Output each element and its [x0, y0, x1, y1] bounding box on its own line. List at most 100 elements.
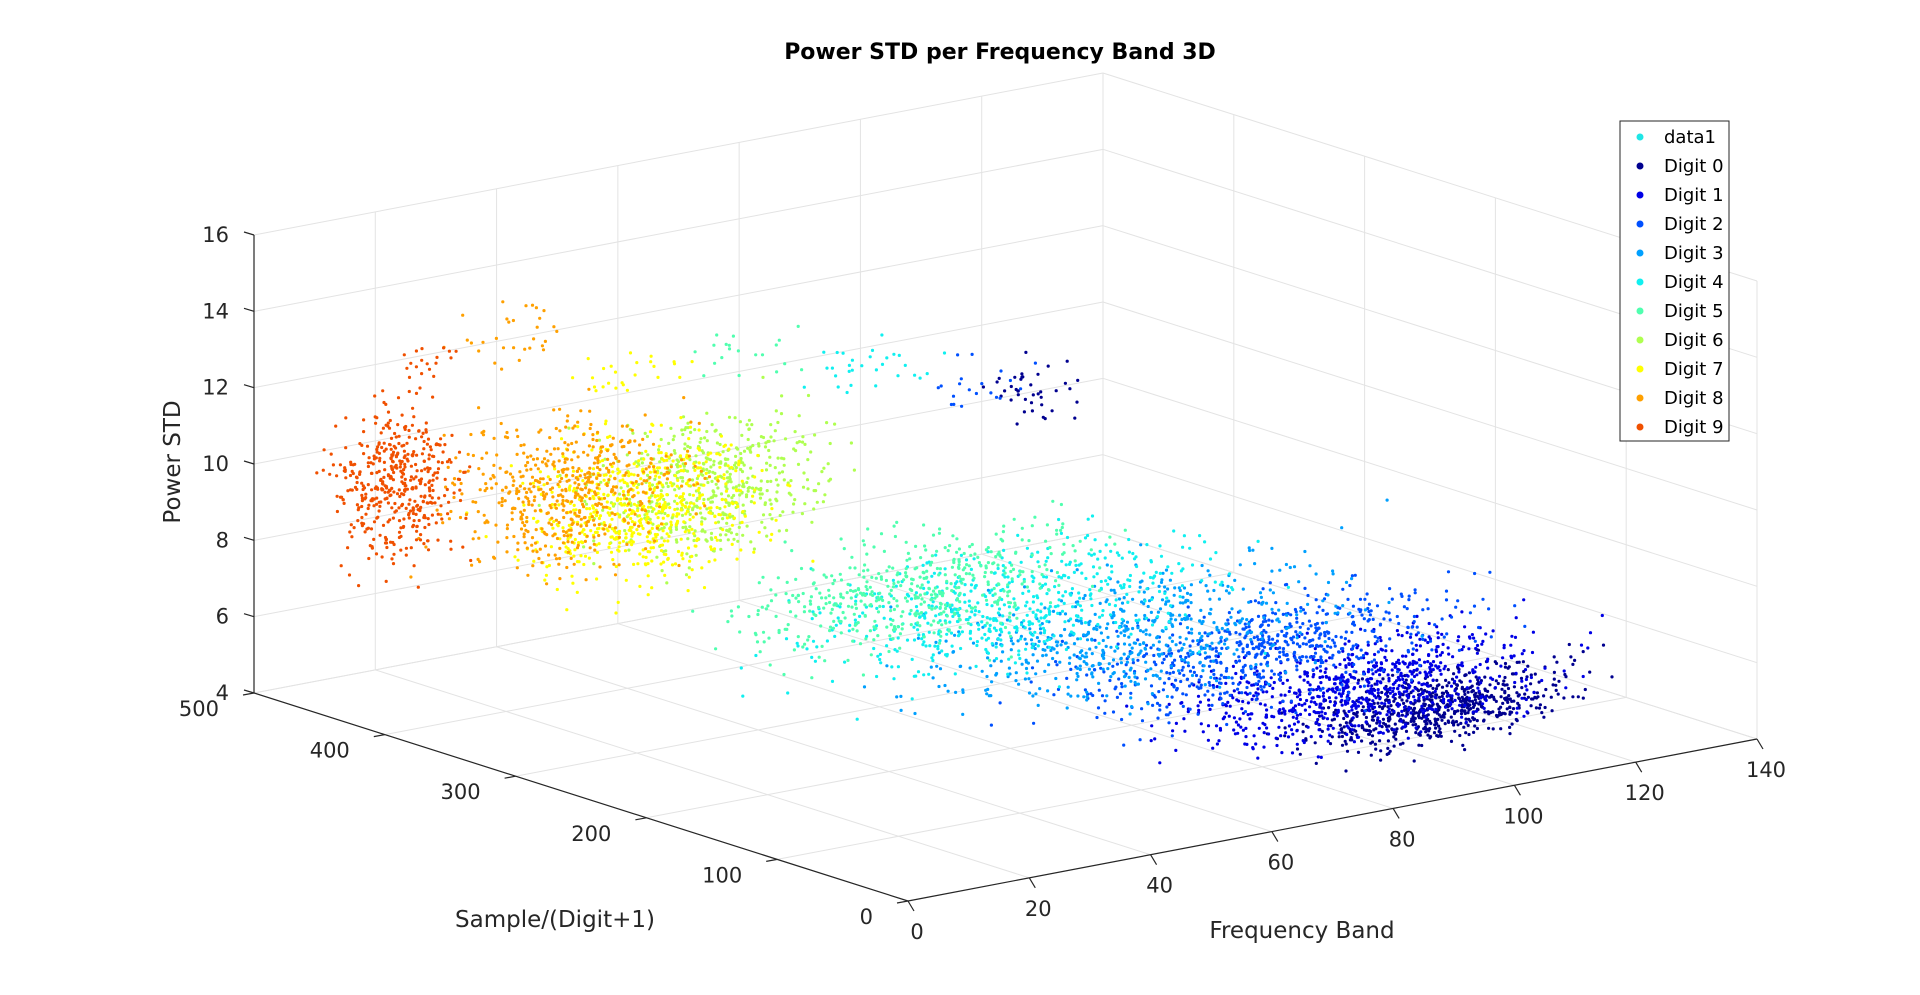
data-point — [993, 592, 997, 596]
data-point — [1001, 539, 1005, 543]
data-point — [1206, 632, 1210, 636]
data-point — [1104, 579, 1108, 583]
data-point — [1030, 524, 1034, 528]
data-point — [935, 549, 939, 553]
data-point — [567, 523, 571, 528]
data-point — [960, 404, 964, 408]
data-point — [930, 560, 934, 564]
data-point — [1287, 689, 1291, 694]
data-point — [1378, 673, 1382, 677]
data-point — [688, 512, 692, 517]
data-point — [1129, 691, 1133, 695]
data-point — [994, 532, 998, 536]
data-point — [1330, 735, 1334, 739]
data-point — [988, 629, 992, 634]
data-point — [807, 635, 811, 639]
data-point — [913, 711, 917, 716]
data-point — [747, 418, 752, 422]
data-point — [1203, 683, 1207, 687]
data-point — [729, 609, 734, 613]
data-point — [648, 470, 653, 474]
data-point — [700, 516, 704, 520]
data-point — [884, 578, 889, 583]
data-point — [1508, 697, 1512, 701]
data-point — [690, 554, 694, 559]
data-point — [1097, 688, 1101, 692]
data-point — [957, 560, 961, 564]
data-point — [1315, 629, 1319, 633]
data-point — [1372, 629, 1376, 634]
data-point — [1259, 684, 1263, 689]
data-point — [1404, 722, 1408, 726]
data-point — [1306, 627, 1310, 631]
data-point — [861, 673, 866, 677]
data-point — [1354, 706, 1358, 710]
data-point — [1338, 688, 1342, 692]
data-point — [1368, 613, 1372, 617]
data-point — [1501, 656, 1505, 660]
data-point — [1236, 723, 1240, 727]
data-point — [1017, 682, 1021, 686]
data-point — [1471, 716, 1475, 720]
data-point — [1037, 619, 1041, 623]
data-point — [1140, 707, 1144, 711]
data-point — [928, 563, 933, 567]
data-point — [665, 581, 669, 585]
data-point — [974, 391, 979, 396]
data-point — [1072, 570, 1076, 575]
data-point — [1035, 636, 1039, 640]
data-point — [1255, 669, 1259, 673]
data-point — [1400, 594, 1404, 599]
data-point — [680, 428, 684, 432]
data-point — [1262, 731, 1266, 735]
data-point — [769, 423, 773, 427]
data-point — [1308, 705, 1312, 709]
data-point — [742, 485, 746, 489]
data-point — [939, 612, 943, 616]
data-point — [1023, 397, 1027, 401]
data-point — [1395, 614, 1399, 619]
data-point — [1220, 646, 1224, 651]
data-point — [902, 578, 906, 582]
data-point — [753, 631, 758, 635]
data-point — [1231, 664, 1235, 669]
data-point — [1189, 601, 1193, 605]
data-point — [1215, 679, 1219, 683]
data-point — [648, 430, 653, 434]
data-point — [1314, 598, 1318, 602]
data-point — [1105, 626, 1109, 631]
data-point — [1090, 553, 1094, 557]
data-point — [638, 552, 642, 556]
data-point — [1138, 580, 1142, 584]
data-point — [1369, 677, 1374, 681]
data-point — [674, 527, 679, 532]
data-point — [1254, 691, 1258, 695]
data-point — [697, 486, 701, 490]
data-point — [1059, 528, 1063, 533]
data-point — [1449, 684, 1454, 688]
data-point — [1260, 641, 1264, 645]
data-point — [1250, 618, 1254, 622]
data-point — [706, 480, 710, 485]
data-point — [1019, 377, 1023, 381]
data-point — [830, 366, 835, 370]
data-point — [608, 474, 613, 478]
data-point — [817, 655, 821, 659]
data-point — [1190, 631, 1194, 635]
data-point — [1447, 681, 1451, 685]
data-point — [862, 543, 867, 547]
data-point — [1199, 722, 1203, 726]
data-point — [684, 512, 688, 516]
data-point — [834, 374, 838, 378]
data-point — [1359, 656, 1363, 660]
data-point — [1142, 654, 1146, 659]
data-point — [1252, 734, 1256, 738]
data-point — [1409, 711, 1413, 715]
data-point — [1144, 660, 1148, 664]
data-point — [1326, 580, 1331, 585]
data-point — [1441, 700, 1445, 704]
data-point — [808, 609, 812, 613]
data-point — [734, 461, 738, 465]
data-point — [657, 448, 661, 452]
data-point — [1003, 571, 1007, 575]
